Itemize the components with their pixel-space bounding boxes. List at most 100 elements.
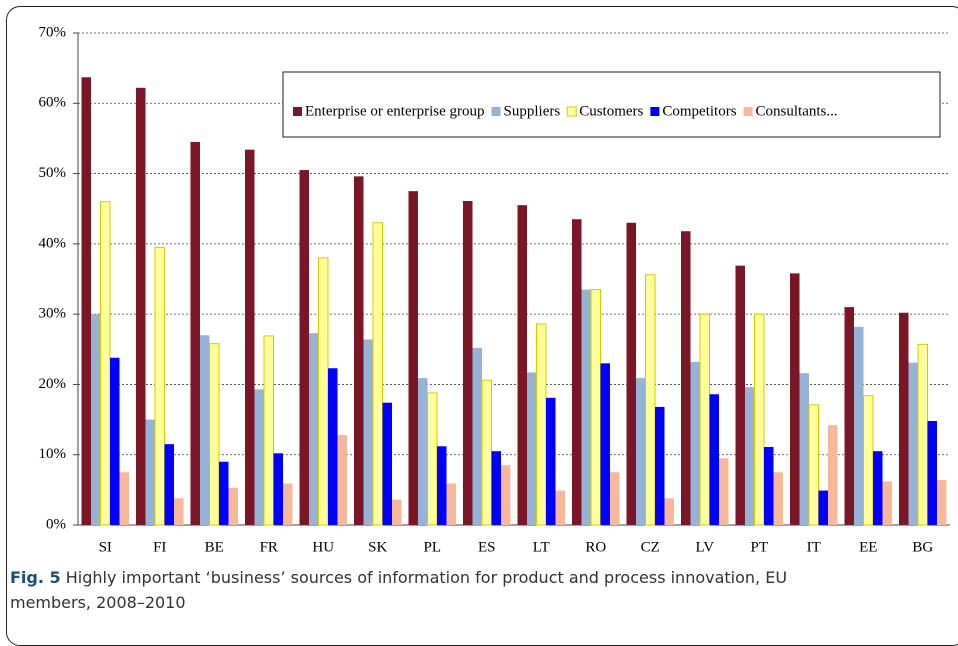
bar <box>655 406 665 525</box>
bar <box>392 499 402 525</box>
caption-text: Highly important ‘business’ sources of i… <box>10 568 788 612</box>
bar <box>917 343 928 526</box>
bar <box>119 472 129 525</box>
bar <box>572 219 582 525</box>
bar <box>372 222 383 526</box>
legend-label: Competitors <box>662 103 736 119</box>
bar <box>190 141 200 525</box>
bar <box>799 373 809 525</box>
bar <box>899 312 909 525</box>
chart: 0% 10% 20% 30% 40% 50% 60% 70% SI FI BE FR HU SK PL ES L… <box>39 24 950 555</box>
bar <box>600 363 610 525</box>
bar <box>501 465 511 525</box>
bar <box>790 273 800 525</box>
x-tick-label: ES <box>478 539 496 555</box>
bar <box>174 498 184 525</box>
bar <box>245 149 255 525</box>
x-tick-label: BE <box>205 539 224 555</box>
x-tick-label: IT <box>807 539 821 555</box>
bar <box>209 343 220 526</box>
y-tick-label: 0% <box>46 516 66 532</box>
bar <box>517 205 527 525</box>
bar <box>254 389 264 525</box>
bar <box>818 490 828 525</box>
bar <box>408 191 418 525</box>
legend-label: Consultants... <box>756 103 838 119</box>
bar <box>590 289 601 526</box>
x-tick-label: HU <box>312 539 334 555</box>
bar <box>527 372 537 525</box>
bar <box>263 335 274 526</box>
legend-swatch <box>650 107 660 116</box>
bar <box>219 461 229 525</box>
bar <box>328 368 338 525</box>
bar <box>681 231 691 525</box>
bar <box>555 490 565 525</box>
legend-box <box>282 71 941 138</box>
bar <box>664 498 674 525</box>
bar <box>863 395 874 526</box>
y-tick-label: 40% <box>39 235 67 251</box>
bar <box>808 404 819 526</box>
bar <box>844 307 854 525</box>
legend-swatch <box>566 106 577 117</box>
bar <box>446 483 456 525</box>
bar <box>200 335 210 525</box>
legend-swatch <box>293 107 302 116</box>
bar <box>472 347 482 525</box>
bar <box>690 361 700 525</box>
bar <box>719 458 729 525</box>
legend-swatch <box>491 107 501 116</box>
x-tick-label: PT <box>750 539 768 555</box>
bar <box>337 435 347 525</box>
bar <box>854 326 864 525</box>
legend-label: Enterprise or enterprise group <box>305 103 485 119</box>
bar <box>481 379 492 526</box>
legend-label: Suppliers <box>504 103 561 119</box>
bar <box>908 362 918 525</box>
bar <box>145 419 155 525</box>
legend-label: Customers <box>579 103 643 119</box>
bar <box>882 481 892 525</box>
bar <box>699 313 710 526</box>
x-tick-label: FI <box>153 539 166 555</box>
bar <box>309 333 319 525</box>
page: 0% 10% 20% 30% 40% 50% 60% 70% SI FI BE FR HU SK PL ES L… <box>6 6 958 646</box>
x-tick-label: SI <box>99 539 112 555</box>
bar <box>491 451 501 525</box>
bar <box>91 314 101 525</box>
bar <box>927 420 937 525</box>
x-tick-label: FR <box>260 539 278 555</box>
y-tick-label: 30% <box>39 306 67 322</box>
x-tick-label: BG <box>912 539 933 555</box>
bar <box>437 446 447 525</box>
x-tick-label: PL <box>423 539 441 555</box>
y-tick-label: 70% <box>39 24 67 40</box>
legend-swatch <box>743 107 753 116</box>
bar <box>536 323 547 526</box>
bar <box>273 453 283 525</box>
bar <box>354 176 364 525</box>
bar <box>463 200 473 526</box>
caption: Fig. 5 Highly important ‘business’ sourc… <box>10 565 870 615</box>
bar <box>828 425 838 525</box>
bar <box>154 246 165 526</box>
bar <box>164 444 174 525</box>
bar <box>100 201 111 526</box>
bar <box>81 77 91 525</box>
bar <box>228 487 238 525</box>
bar <box>873 451 883 525</box>
bar <box>110 357 120 525</box>
y-tick-label: 20% <box>39 376 67 392</box>
bar <box>581 289 591 525</box>
bar <box>546 397 556 525</box>
y-tick-label: 10% <box>39 446 67 462</box>
bar <box>745 387 755 525</box>
bar <box>735 265 745 525</box>
caption-label: Fig. 5 <box>10 568 61 587</box>
x-tick-label: CZ <box>641 539 660 555</box>
bar <box>363 339 373 525</box>
x-tick-label: LT <box>533 539 550 555</box>
bar <box>645 274 656 526</box>
bar <box>427 392 438 526</box>
